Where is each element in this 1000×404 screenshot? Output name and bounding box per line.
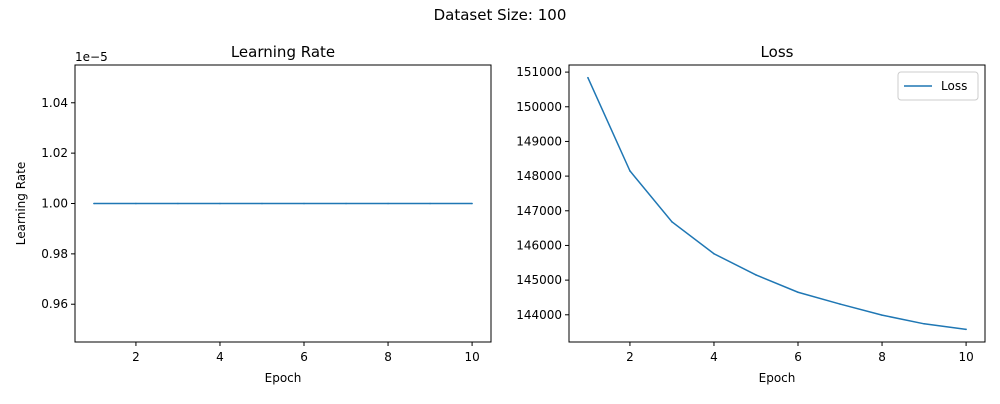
data-point <box>471 202 473 205</box>
data-point <box>345 202 347 205</box>
y-tick-label: 145000 <box>516 273 562 287</box>
data-point <box>587 76 589 79</box>
data-point <box>303 202 305 205</box>
x-tick-label: 6 <box>794 350 802 364</box>
y-tick-label: 1.02 <box>41 146 68 160</box>
data-point <box>219 202 221 205</box>
chart-title: Loss <box>761 43 794 61</box>
y-tick-label: 144000 <box>516 308 562 322</box>
data-point <box>797 291 799 294</box>
legend: Loss <box>897 71 979 101</box>
data-point <box>671 221 673 223</box>
x-tick-label: 4 <box>216 350 224 364</box>
x-tick-label: 8 <box>878 350 886 364</box>
data-point <box>839 303 841 305</box>
y-tick-label: 150000 <box>516 100 562 114</box>
x-tick-label: 2 <box>626 350 634 364</box>
data-point <box>387 202 389 205</box>
chart-title: Learning Rate <box>231 43 335 61</box>
data-point <box>177 202 179 205</box>
data-point <box>135 202 137 205</box>
y-tick-label: 148000 <box>516 169 562 183</box>
x-axis-label: Epoch <box>759 371 796 385</box>
x-tick-label: 10 <box>464 350 479 364</box>
legend-label: Loss <box>941 79 967 93</box>
x-axis-label: Epoch <box>265 371 302 385</box>
x-tick-label: 6 <box>300 350 308 364</box>
legend-frame <box>897 71 979 101</box>
x-tick-label: 4 <box>710 350 718 364</box>
learning-rate-chart: Learning Rate 2 4 6 8 10 0.96 0.98 1.00 1.02 1.04 E… <box>14 43 492 385</box>
data-point <box>923 322 925 325</box>
y-tick-label: 0.96 <box>41 297 68 311</box>
y-tick-label: 1.00 <box>41 197 68 211</box>
y-offset-text: 1e−5 <box>75 50 108 64</box>
y-tick-label: 149000 <box>516 134 562 148</box>
data-point <box>881 314 883 316</box>
data-point <box>629 170 631 172</box>
y-tick-label: 151000 <box>516 65 562 79</box>
data-point <box>755 274 757 276</box>
y-tick-label: 146000 <box>516 238 562 252</box>
x-tick-label: 2 <box>132 350 140 364</box>
data-point <box>713 252 715 255</box>
y-axis-label: Learning Rate <box>14 162 28 245</box>
x-tick-label: 10 <box>958 350 973 364</box>
y-tick-label: 1.04 <box>41 96 68 110</box>
data-point <box>429 202 431 205</box>
plot-area <box>568 64 986 343</box>
series-line-loss <box>587 77 967 331</box>
data-point <box>93 202 95 205</box>
data-point <box>261 202 263 205</box>
data-point <box>965 328 967 331</box>
loss-chart: Loss 2 4 6 8 10 144000 145000 146000 147000 148000… <box>516 43 986 385</box>
figure-suptitle: Dataset Size: 100 <box>434 6 567 24</box>
y-tick-label: 147000 <box>516 204 562 218</box>
y-tick-label: 0.98 <box>41 247 68 261</box>
x-tick-label: 8 <box>384 350 392 364</box>
